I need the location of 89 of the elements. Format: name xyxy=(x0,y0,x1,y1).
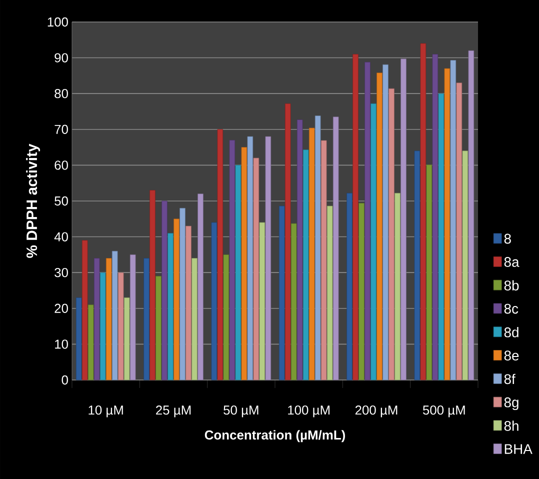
bar xyxy=(400,58,406,380)
bar xyxy=(259,222,266,380)
bar xyxy=(370,103,376,380)
bar xyxy=(162,200,168,380)
y-tick-label: 60 xyxy=(54,160,68,170)
bar xyxy=(118,272,124,380)
bar xyxy=(290,223,297,380)
bar xyxy=(468,50,474,380)
bar xyxy=(150,190,156,380)
bar xyxy=(124,297,130,380)
bar xyxy=(284,103,291,380)
bar xyxy=(382,64,388,380)
legend-label: 8g xyxy=(504,397,518,410)
legend-label: 8 xyxy=(504,234,511,244)
bar xyxy=(168,233,174,380)
bar xyxy=(100,272,106,380)
bar xyxy=(265,136,272,380)
bar xyxy=(278,206,285,380)
bar xyxy=(223,254,230,380)
bar xyxy=(444,68,450,380)
bar xyxy=(253,158,260,380)
x-tick-label: 10 µM xyxy=(88,406,123,418)
bar xyxy=(320,140,327,380)
bar xyxy=(432,54,438,380)
bar xyxy=(211,222,218,380)
bar xyxy=(352,54,358,380)
bar xyxy=(88,304,94,380)
legend-label: 8h xyxy=(504,420,518,431)
bar xyxy=(106,258,112,380)
y-tick-label: 30 xyxy=(54,268,68,278)
bar xyxy=(235,164,242,380)
y-tick-label: 80 xyxy=(54,89,68,98)
bar xyxy=(76,297,82,380)
y-tick-label: 90 xyxy=(54,53,68,62)
bar xyxy=(130,254,136,380)
bar xyxy=(456,82,462,380)
y-tick-label: 40 xyxy=(54,232,68,242)
bar xyxy=(462,150,468,380)
bar xyxy=(346,192,352,380)
legend-label: 8d xyxy=(504,327,518,338)
legend-label: 8b xyxy=(504,280,519,290)
x-tick-label: 25 µM xyxy=(156,406,191,418)
legend-label: 8c xyxy=(504,304,518,314)
y-tick-label: 10 xyxy=(55,340,68,349)
bar xyxy=(358,202,364,380)
bar xyxy=(376,72,382,380)
bar xyxy=(326,206,333,380)
bar xyxy=(394,192,400,380)
bar xyxy=(450,60,456,380)
y-tick-label: 20 xyxy=(54,304,68,313)
x-tick-label: 50 µM xyxy=(224,406,258,418)
bar xyxy=(308,128,315,380)
bar xyxy=(414,150,420,380)
bar xyxy=(426,164,432,380)
x-tick-label: 500 µM xyxy=(422,406,465,418)
bar xyxy=(364,62,370,380)
bar xyxy=(388,88,394,380)
x-axis-title: Concentration (µM/mL) xyxy=(204,430,345,442)
bar xyxy=(112,250,118,380)
legend-label: BHA xyxy=(504,444,532,454)
legend-label: 8f xyxy=(504,374,516,384)
bar xyxy=(156,276,162,380)
bar xyxy=(314,116,321,380)
bar xyxy=(438,93,444,380)
bar xyxy=(180,208,186,380)
x-tick-label: 100 µM xyxy=(288,406,330,418)
bar xyxy=(198,194,204,380)
y-tick-label: 100 xyxy=(48,17,68,27)
bar xyxy=(420,43,426,380)
y-tick-label: 0 xyxy=(62,375,68,385)
bar xyxy=(241,147,248,380)
bar xyxy=(82,240,88,380)
bar xyxy=(174,218,180,380)
bar xyxy=(186,226,192,380)
bar xyxy=(247,136,254,380)
y-tick-label: 50 xyxy=(54,196,68,206)
bar xyxy=(217,129,224,380)
legend-label: 8e xyxy=(504,350,519,361)
bar xyxy=(296,120,303,380)
y-axis-title: % DPPH activity xyxy=(26,144,40,258)
bar xyxy=(144,258,150,380)
bar xyxy=(302,150,309,380)
bar xyxy=(332,116,339,380)
legend-label: 8a xyxy=(504,257,520,267)
x-tick-label: 200 µM xyxy=(355,406,398,418)
bar xyxy=(94,258,100,380)
bar xyxy=(192,258,198,380)
bar xyxy=(229,140,236,380)
y-tick-label: 70 xyxy=(54,124,68,134)
